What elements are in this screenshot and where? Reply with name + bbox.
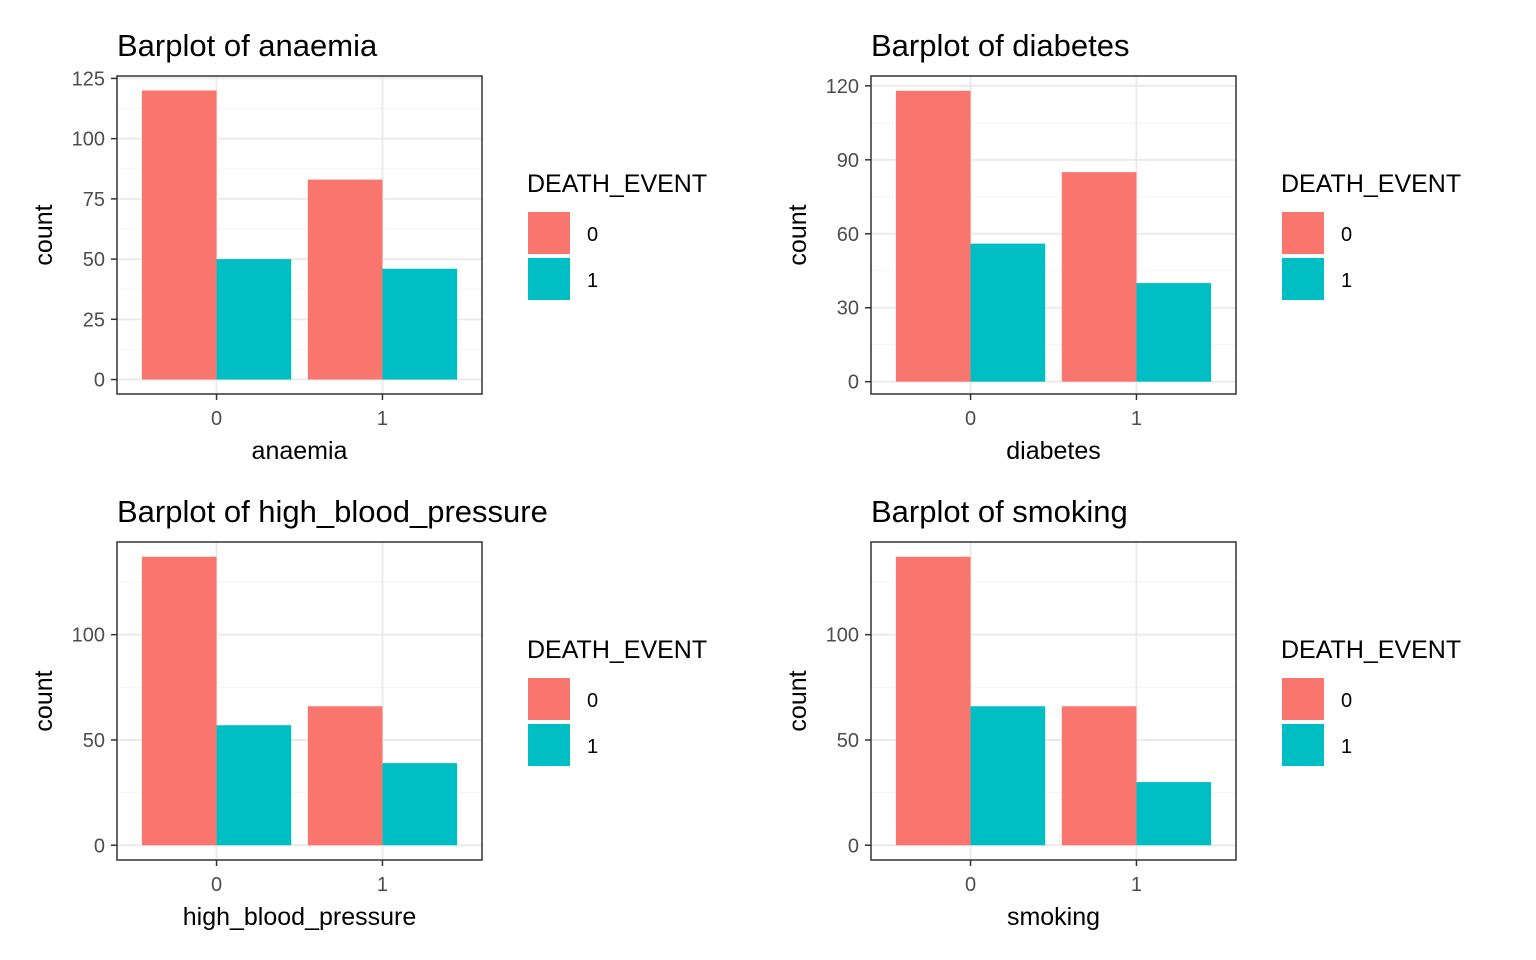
bar-0-series-0 (895, 90, 971, 382)
x-tick-label: 1 (377, 408, 388, 430)
bar-0-series-1 (970, 706, 1046, 846)
legend-label-1: 1 (587, 736, 598, 758)
x-tick-label: 0 (211, 408, 222, 430)
legend-label-0: 0 (587, 690, 598, 712)
legend-key-0 (1282, 678, 1324, 720)
x-axis-title: anaemia (252, 437, 348, 465)
legend: DEATH_EVENT 0 1 (1281, 170, 1461, 300)
y-tick-label: 100 (826, 625, 859, 647)
legend-title: DEATH_EVENT (1281, 636, 1461, 664)
y-tick-label: 30 (837, 298, 859, 320)
y-tick-label: 0 (848, 835, 859, 857)
y-axis-title: count (784, 204, 812, 265)
bar-0-series-0 (141, 90, 217, 380)
legend-key-1 (528, 258, 570, 300)
x-tick-label: 1 (377, 874, 388, 896)
legend-label-1: 1 (1341, 270, 1352, 292)
legend-title: DEATH_EVENT (527, 636, 707, 664)
x-axis-title: smoking (1007, 903, 1100, 931)
x-tick-label: 0 (965, 408, 976, 430)
y-tick-label: 120 (826, 76, 859, 98)
panel-border (870, 75, 1237, 395)
y-axis-title: count (30, 670, 58, 731)
panel-2: Barplot of high_blood_pressure 0 50 100 0 1 hi… (30, 494, 707, 931)
bar-1-series-0 (1061, 706, 1137, 846)
y-tick-label: 0 (94, 835, 105, 857)
legend-title: DEATH_EVENT (1281, 170, 1461, 198)
y-tick-label: 0 (94, 370, 105, 392)
panel-title: Barplot of anaemia (117, 28, 378, 63)
panel-3: Barplot of smoking 0 50 100 0 1 smoking count DE… (784, 494, 1461, 931)
panel-title: Barplot of smoking (871, 494, 1128, 529)
y-tick-label: 50 (83, 249, 105, 271)
panel-title: Barplot of diabetes (871, 28, 1130, 63)
y-tick-label: 90 (837, 150, 859, 172)
y-tick-label: 0 (848, 372, 859, 394)
y-tick-label: 75 (83, 189, 105, 211)
bar-1-series-1 (382, 268, 458, 380)
x-tick-label: 1 (1131, 874, 1142, 896)
legend-label-0: 0 (1341, 224, 1352, 246)
panel-border (116, 75, 483, 395)
x-tick-label: 1 (1131, 408, 1142, 430)
x-tick-label: 0 (211, 874, 222, 896)
legend: DEATH_EVENT 0 1 (1281, 636, 1461, 766)
panel-border (870, 541, 1237, 861)
legend-key-0 (528, 678, 570, 720)
panel-border (116, 541, 483, 861)
bar-0-series-0 (895, 556, 971, 846)
y-axis-title: count (30, 204, 58, 265)
bar-1-series-1 (1136, 283, 1212, 382)
bar-1-series-1 (382, 763, 458, 846)
legend: DEATH_EVENT 0 1 (527, 170, 707, 300)
bar-0-series-1 (216, 259, 292, 380)
panel-1: Barplot of diabetes 0 30 60 90 120 0 1 diabetes c… (784, 28, 1461, 465)
panel-0: Barplot of anaemia 0 25 50 75 100 125 0 1 anaemia… (30, 28, 707, 465)
legend-label-0: 0 (1341, 690, 1352, 712)
y-tick-label: 50 (837, 730, 859, 752)
bar-1-series-0 (307, 706, 383, 846)
bar-1-series-0 (307, 179, 383, 380)
y-tick-label: 100 (72, 129, 105, 151)
bar-0-series-1 (970, 243, 1046, 382)
x-axis-title: high_blood_pressure (183, 903, 417, 931)
legend-label-1: 1 (587, 270, 598, 292)
legend-key-1 (1282, 724, 1324, 766)
legend-key-0 (528, 212, 570, 254)
bar-1-series-1 (1136, 782, 1212, 846)
y-axis-title: count (784, 670, 812, 731)
legend: DEATH_EVENT 0 1 (527, 636, 707, 766)
bar-0-series-0 (141, 556, 217, 846)
y-tick-label: 25 (83, 309, 105, 331)
panel-title: Barplot of high_blood_pressure (117, 494, 548, 529)
y-tick-label: 100 (72, 625, 105, 647)
x-tick-label: 0 (965, 874, 976, 896)
bar-0-series-1 (216, 725, 292, 846)
legend-label-1: 1 (1341, 736, 1352, 758)
y-tick-label: 125 (72, 68, 105, 90)
y-tick-label: 50 (83, 730, 105, 752)
y-tick-label: 60 (837, 224, 859, 246)
legend-key-0 (1282, 212, 1324, 254)
legend-key-1 (528, 724, 570, 766)
legend-label-0: 0 (587, 224, 598, 246)
bar-1-series-0 (1061, 172, 1137, 382)
x-axis-title: diabetes (1006, 437, 1101, 465)
legend-key-1 (1282, 258, 1324, 300)
legend-title: DEATH_EVENT (527, 170, 707, 198)
